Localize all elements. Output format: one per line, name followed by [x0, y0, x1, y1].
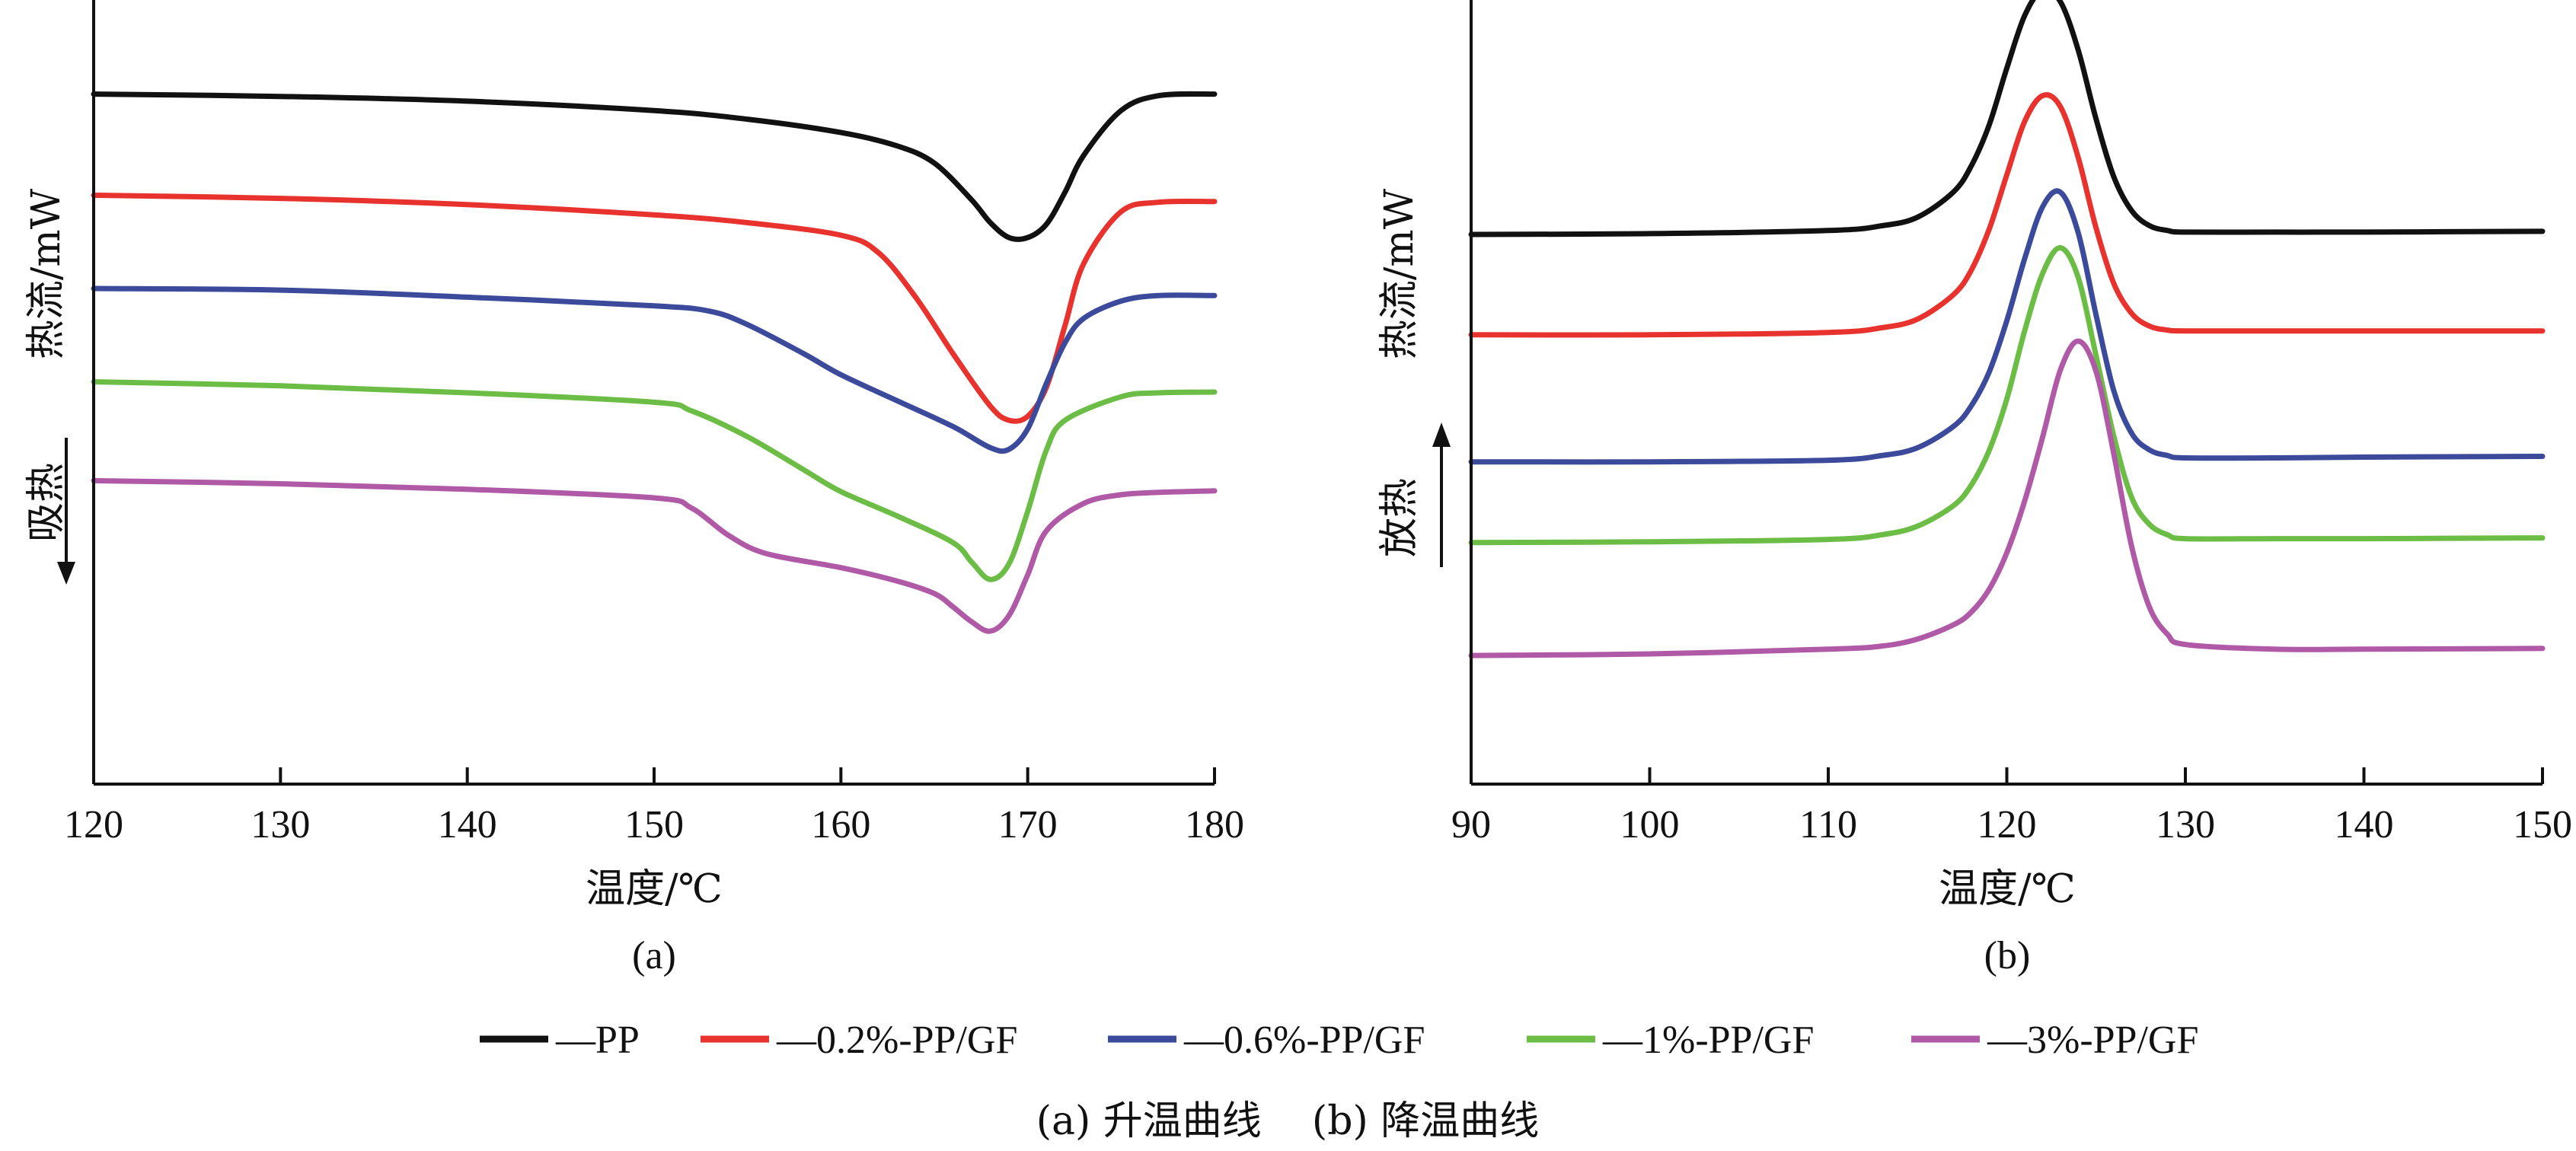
panel-b-cooling: 90 100 110 120 130 140 150 温度/℃ 热流/mW 放热 (b) [1377, 0, 2572, 977]
legend-label-0: —PP [555, 1019, 640, 1062]
panel-b-series-group [1468, 0, 2546, 658]
panel-b-series-line-0 [1468, 0, 2546, 238]
panel-a-series-line-1 [91, 193, 1218, 424]
panel-a-x-tick-label-2: 140 [438, 803, 497, 847]
panel-b-x-tick-label-0: 90 [1451, 803, 1491, 847]
panel-a-series-group [91, 91, 1218, 634]
panel-b-y-axis-title: 热流/mW [1377, 188, 1422, 359]
panel-b-direction-label: 放热 [1377, 478, 1422, 557]
panel-a-y-axis-title: 热流/mW [24, 188, 69, 359]
legend-label-2: —0.6%-PP/GF [1183, 1019, 1425, 1062]
legend-label-3: —1%-PP/GF [1602, 1019, 1814, 1062]
panel-b-direction-arrow [1432, 422, 1451, 567]
panel-b-ticks: 90 100 110 120 130 140 150 [1451, 767, 2572, 847]
legend-label-1: —0.2%-PP/GF [776, 1019, 1017, 1062]
panel-b-series-line-4 [1468, 338, 2546, 658]
panel-b-x-tick-label-3: 120 [1977, 803, 2037, 847]
panel-a-x-tick-label-6: 180 [1185, 803, 1244, 847]
panel-a-x-tick-label-0: 120 [64, 803, 123, 847]
panel-b-x-axis-title: 温度/℃ [1939, 866, 2076, 912]
panel-b-x-tick-label-1: 100 [1620, 803, 1680, 847]
panel-a-x-tick-label-4: 160 [811, 803, 870, 847]
legend-label-4: —3%-PP/GF [1987, 1019, 2198, 1062]
legend: —PP —0.2%-PP/GF —0.6%-PP/GF —1%-PP/GF —3%-PP… [480, 1019, 2198, 1062]
panel-b-series-line-1 [1468, 92, 2546, 338]
panel-a-direction-arrow [57, 438, 75, 585]
panel-a-ticks: 120 130 140 150 160 170 180 [64, 767, 1244, 847]
panel-a-x-tick-label-1: 130 [251, 803, 310, 847]
panel-b-x-tick-label-5: 140 [2335, 803, 2394, 847]
panel-b-series-line-2 [1468, 188, 2546, 465]
panel-b-x-tick-label-4: 130 [2156, 803, 2215, 847]
panel-b-series-line-3 [1468, 245, 2546, 546]
panel-a-series-line-0 [91, 91, 1218, 242]
panel-a-label: (a) [632, 934, 676, 977]
panel-a-x-tick-label-3: 150 [624, 803, 684, 847]
panel-a-series-line-3 [91, 379, 1218, 582]
panel-b-x-tick-label-6: 150 [2513, 803, 2572, 847]
panel-b-label: (b) [1984, 934, 2031, 977]
panel-a-x-tick-label-5: 170 [998, 803, 1058, 847]
panel-a-x-axis-title: 温度/℃ [586, 866, 723, 912]
panel-a-heating: 120 130 140 150 160 170 180 温度/℃ 热流/mW 吸热 (a) [24, 0, 1244, 977]
panel-a-series-line-4 [91, 477, 1218, 634]
panel-a-series-line-2 [91, 285, 1218, 454]
figure-caption: (a) 升温曲线 (b) 降温曲线 [1036, 1098, 1540, 1144]
panel-a-direction-label: 吸热 [24, 463, 69, 542]
panel-b-x-tick-label-2: 110 [1799, 803, 1857, 847]
